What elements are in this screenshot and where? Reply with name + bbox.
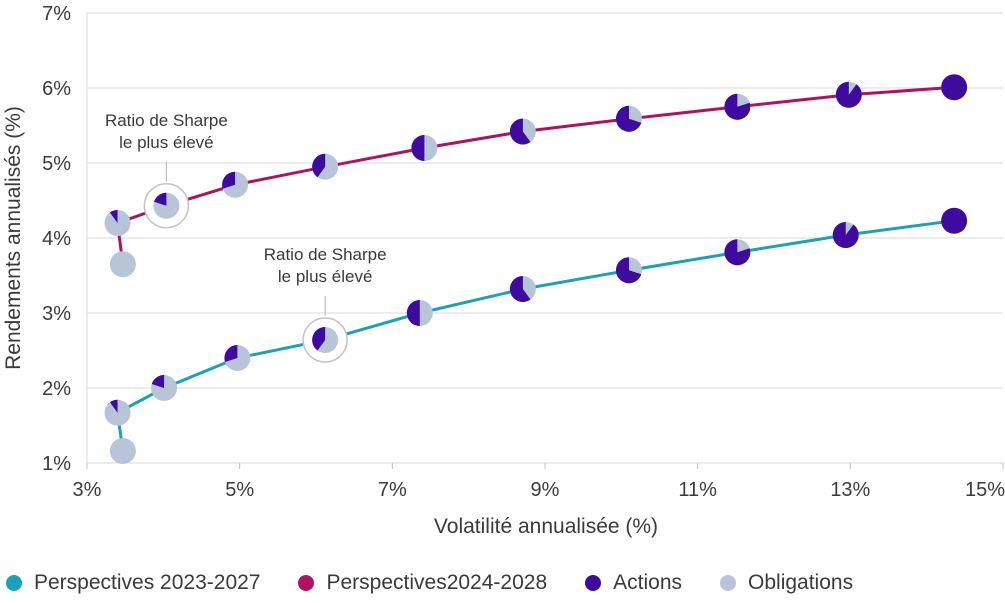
pie-slice-obligations xyxy=(109,251,136,278)
allocation-pie xyxy=(406,300,433,326)
allocation-pie xyxy=(615,105,642,132)
gridlines xyxy=(86,12,1003,464)
y-tick-label: 5% xyxy=(42,153,71,175)
y-tick-label: 2% xyxy=(42,378,71,400)
legend-item-series-1: Perspectives 2023-2027 xyxy=(6,571,260,595)
legend-swatch-series-2 xyxy=(298,575,315,591)
y-tick-label: 6% xyxy=(42,78,71,100)
allocation-pie xyxy=(411,135,438,161)
allocation-pie xyxy=(104,399,131,426)
pie-slice-actions xyxy=(724,93,751,120)
legend-label: Obligations xyxy=(748,571,854,594)
allocation-pie xyxy=(941,74,968,101)
allocation-pie xyxy=(832,222,859,249)
y-tick-label: 1% xyxy=(42,453,71,475)
pie-slice-actions xyxy=(154,192,167,206)
y-axis-label: Rendements annualisés (%) xyxy=(2,106,25,370)
legend-item-actions: Actions xyxy=(585,571,682,595)
allocation-pie xyxy=(153,192,180,219)
pie-slice-actions xyxy=(941,74,968,101)
legend-item-obligations: Obligations xyxy=(720,571,853,595)
x-tick-label: 13% xyxy=(830,479,870,501)
allocation-pie xyxy=(151,374,178,401)
allocation-pie xyxy=(224,345,251,371)
pie-slice-actions xyxy=(109,399,118,413)
pie-slice-actions xyxy=(615,105,642,132)
pie-slice-actions xyxy=(724,239,751,266)
y-tick-label: 7% xyxy=(42,3,71,25)
allocation-pie xyxy=(615,257,642,284)
legend: Perspectives 2023-2027 Perspectives2024-… xyxy=(0,566,1005,600)
annotation-text: Ratio de Sharpe xyxy=(264,245,387,264)
allocation-pie xyxy=(109,251,136,278)
allocation-pie xyxy=(509,276,536,302)
annotations: Ratio de Sharpe le plus élevé Ratio de Sha… xyxy=(105,111,387,363)
pie-slice-actions xyxy=(224,345,238,363)
x-tick-label: 3% xyxy=(73,479,102,501)
allocation-pie xyxy=(941,207,968,234)
allocation-pie xyxy=(724,239,751,266)
legend-swatch-obligations xyxy=(720,575,737,591)
y-tick-label: 3% xyxy=(42,303,71,325)
legend-label: Perspectives 2023-2027 xyxy=(34,571,261,594)
series-lines xyxy=(116,85,955,452)
allocation-pie xyxy=(312,327,339,353)
efficient-frontier-chart: 1% 2% 3% 4% 5% 6% 7% 3% 5% 7% 9% 11% 13% 15% Ratio d… xyxy=(2,3,1005,538)
pie-slice-actions xyxy=(411,135,425,161)
legend-swatch-series-1 xyxy=(6,575,22,591)
pie-slice-actions xyxy=(832,222,859,249)
legend-label: Actions xyxy=(613,571,683,594)
pie-slice-actions xyxy=(509,276,531,302)
pie-slice-actions xyxy=(835,81,862,108)
annotation-text: le plus élevé xyxy=(278,267,373,286)
pie-slice-obligations xyxy=(104,210,131,236)
allocation-pie xyxy=(312,153,339,180)
legend-label: Perspectives2024-2028 xyxy=(326,571,548,594)
allocation-pie xyxy=(222,171,249,198)
pie-slice-actions xyxy=(615,257,642,284)
legend-swatch-actions xyxy=(585,575,602,591)
x-tick-label: 11% xyxy=(678,479,717,501)
allocation-pies xyxy=(104,74,968,464)
y-axis-ticks: 1% 2% 3% 4% 5% 6% 7% xyxy=(42,3,71,475)
pie-slice-actions xyxy=(406,300,420,326)
pie-slice-actions xyxy=(312,327,326,351)
allocation-pie xyxy=(509,118,536,145)
y-tick-label: 4% xyxy=(42,228,71,250)
x-axis-ticks: 3% 5% 7% 9% 11% 13% 15% xyxy=(73,463,1005,501)
pie-slice-obligations xyxy=(109,438,136,464)
x-tick-label: 5% xyxy=(225,479,254,501)
annotation-text: le plus élevé xyxy=(119,133,214,152)
pie-slice-actions xyxy=(312,153,326,178)
x-axis-label: Volatilité annualisée (%) xyxy=(434,515,658,538)
pie-slice-actions xyxy=(222,171,236,189)
pie-slice-actions xyxy=(151,374,165,388)
pie-slice-actions xyxy=(941,207,968,234)
pie-slice-actions xyxy=(109,210,118,223)
series-line-1 xyxy=(116,219,955,452)
annotation-text: Ratio de Sharpe xyxy=(105,111,228,130)
allocation-pie xyxy=(109,438,136,464)
pie-slice-obligations xyxy=(104,399,131,426)
allocation-pie xyxy=(835,81,862,108)
legend-item-series-2: Perspectives2024-2028 xyxy=(298,571,547,595)
allocation-pie xyxy=(724,93,751,120)
allocation-pie xyxy=(104,210,131,236)
x-tick-label: 7% xyxy=(378,479,407,501)
x-tick-label: 15% xyxy=(965,479,1005,501)
x-tick-label: 9% xyxy=(531,479,560,501)
pie-slice-actions xyxy=(509,118,531,145)
